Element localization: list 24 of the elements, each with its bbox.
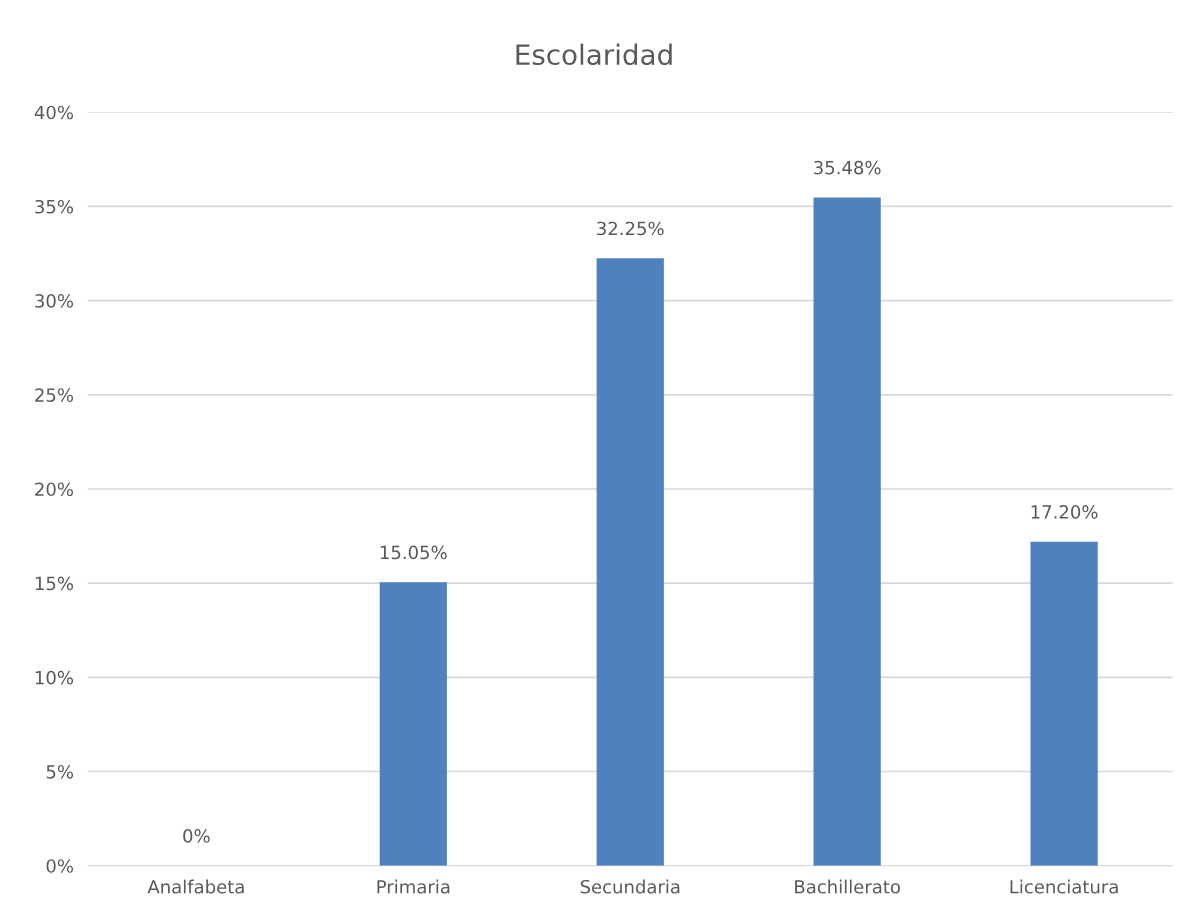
y-tick-label: 25%: [35, 388, 74, 402]
y-tick-label: 0%: [46, 859, 74, 873]
bar: [1030, 541, 1098, 866]
data-label: 35.48%: [814, 160, 881, 175]
bar: [379, 582, 447, 866]
data-label: 0%: [183, 829, 210, 843]
y-tick-label: 40%: [34, 105, 74, 120]
y-tick-label: 20%: [35, 482, 74, 497]
x-tick-label: Primaria: [377, 879, 450, 894]
x-tick-label: Secundaria: [580, 879, 680, 894]
y-tick-label: 35%: [35, 199, 74, 214]
y-tick-label: 5%: [46, 764, 74, 779]
y-tick-label: 15%: [35, 576, 74, 591]
x-tick-label: Analfabeta: [147, 879, 244, 894]
chart-title: Escolaridad: [516, 43, 672, 66]
x-tick-label: Licenciatura: [1010, 879, 1118, 894]
y-tick-label: 30%: [35, 294, 74, 308]
data-label: 17.20%: [1031, 505, 1098, 519]
y-tick-label: 10%: [35, 670, 74, 685]
data-label: 32.25%: [597, 221, 664, 236]
bar: [813, 197, 881, 866]
bar: [596, 258, 664, 866]
data-label: 15.05%: [380, 545, 447, 560]
x-tick-label: Bachillerato: [795, 879, 900, 894]
